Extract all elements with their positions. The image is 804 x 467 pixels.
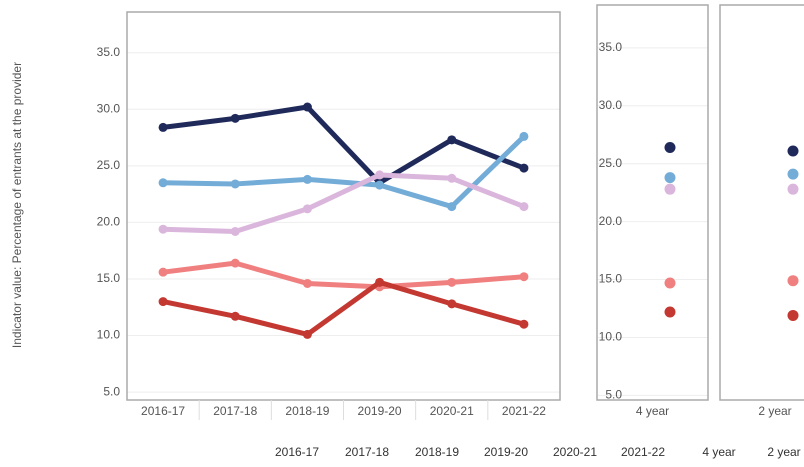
y-tick-label: 15.0 (97, 271, 121, 285)
y-axis-label: Indicator value: Percentage of entrants … (10, 62, 24, 348)
x-tick-label: 2017-18 (213, 404, 257, 418)
series-line (163, 172, 525, 234)
y-tick-label: 35.0 (599, 40, 623, 54)
point (664, 306, 676, 318)
point (375, 170, 385, 180)
y-tick-label: 5.0 (103, 384, 120, 398)
series-line (163, 134, 526, 210)
footer-label: 2018-19 (415, 445, 459, 459)
x-tick-label: 2016-17 (141, 404, 185, 418)
footer-label: 2017-18 (345, 445, 389, 459)
y-tick-label: 30.0 (599, 98, 623, 112)
footer-label: 4 year (702, 445, 735, 459)
point (230, 179, 240, 189)
point (447, 277, 457, 287)
point (787, 309, 799, 321)
point (519, 163, 529, 173)
point (230, 113, 240, 123)
point (302, 329, 312, 339)
point (302, 278, 312, 288)
x-tick-label: 4 year (636, 404, 669, 418)
point (519, 272, 529, 282)
point (519, 319, 529, 329)
y-tick-label: 20.0 (599, 214, 623, 228)
x-tick-label: 2018-19 (285, 404, 329, 418)
y-tick-label: 10.0 (599, 330, 623, 344)
point (158, 224, 168, 234)
point (158, 267, 168, 277)
footer-label: 2020-21 (553, 445, 597, 459)
series-line (162, 279, 525, 337)
y-tick-label: 30.0 (97, 101, 121, 115)
point (158, 178, 168, 188)
x-tick-label: 2020-21 (430, 404, 474, 418)
x-tick-label: 2019-20 (358, 404, 402, 418)
point (447, 135, 457, 145)
footer-label: 2019-20 (484, 445, 528, 459)
panel-frame (719, 4, 804, 401)
point (664, 141, 676, 153)
x-tick-label: 2 year (758, 404, 791, 418)
y-tick-label: 35.0 (97, 45, 121, 59)
point (447, 202, 457, 212)
point (230, 258, 240, 268)
point (375, 277, 385, 287)
point (302, 102, 312, 112)
point (447, 299, 457, 309)
point (664, 277, 676, 289)
point (787, 145, 799, 157)
point (375, 180, 385, 190)
series-line (162, 104, 525, 186)
point (787, 183, 799, 195)
series-line (162, 260, 525, 290)
point (447, 173, 457, 183)
point (230, 311, 240, 321)
x-tick-label: 2021-22 (502, 404, 546, 418)
point (302, 174, 312, 184)
point (787, 168, 799, 180)
y-tick-label: 5.0 (605, 388, 622, 402)
point (787, 275, 799, 287)
point (519, 131, 529, 141)
point (158, 122, 168, 132)
point (519, 202, 529, 212)
point (664, 172, 676, 184)
footer-label: 2016-17 (275, 445, 319, 459)
point (302, 204, 312, 214)
panel-frame (126, 11, 561, 401)
y-tick-label: 25.0 (97, 158, 121, 172)
y-tick-label: 25.0 (599, 156, 623, 170)
footer-label: 2 year (767, 445, 800, 459)
y-tick-label: 20.0 (97, 215, 121, 229)
point (664, 183, 676, 195)
point (158, 297, 168, 307)
panel-frame (596, 4, 709, 401)
point (230, 226, 240, 236)
y-tick-label: 15.0 (599, 272, 623, 286)
y-tick-label: 10.0 (97, 328, 121, 342)
footer-label: 2021-22 (621, 445, 665, 459)
